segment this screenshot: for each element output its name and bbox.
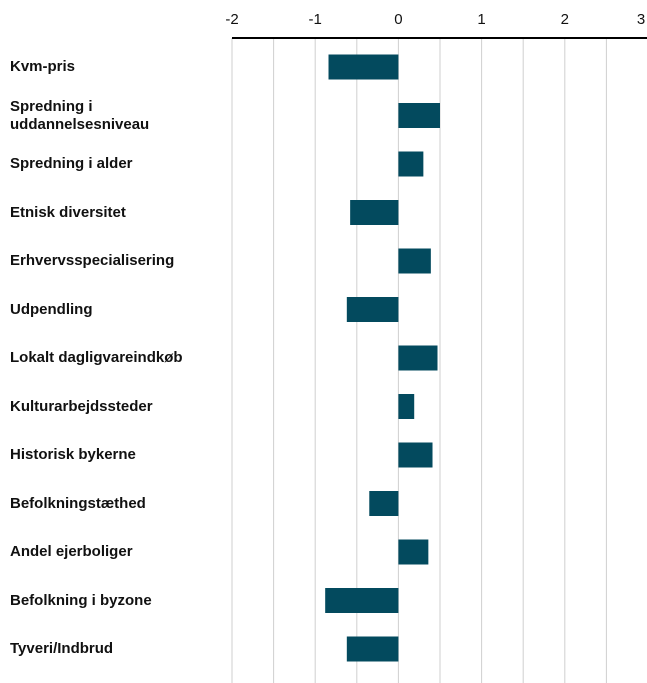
category-label: Tyveri/Indbrud <box>10 640 114 657</box>
category-label: Andel ejerboliger <box>10 543 133 560</box>
category-label: Befolkningstæthed <box>10 494 146 512</box>
bar <box>398 394 415 419</box>
x-tick-label: 3 <box>637 11 645 28</box>
bar <box>369 491 399 516</box>
x-tick-label: 2 <box>561 11 569 28</box>
bar <box>398 442 433 468</box>
bar <box>398 345 438 371</box>
category-label: Befolkning i byzone <box>10 591 152 609</box>
category-label: Spredning i alder <box>10 155 133 172</box>
category-label: Etnisk diversitet <box>10 203 126 221</box>
category-label: Erhvervsspecialisering <box>10 252 175 269</box>
category-label: Historisk bykerne <box>10 446 136 463</box>
category-label: Kulturarbejdssteder <box>10 397 153 415</box>
bar <box>346 297 399 322</box>
category-label: Kvm-pris <box>10 58 76 75</box>
category-label: Spredning i uddannelsesniveau <box>10 97 150 133</box>
bar <box>398 248 431 274</box>
bar <box>398 103 440 128</box>
x-tick-label: 1 <box>477 11 485 28</box>
bar <box>325 588 399 613</box>
x-tick-label: -2 <box>225 11 238 28</box>
bar <box>398 539 429 565</box>
x-tick-label: 0 <box>394 11 402 28</box>
category-label: Udpendling <box>10 300 93 318</box>
bar <box>350 200 399 225</box>
bar <box>398 151 424 177</box>
bar <box>328 54 399 80</box>
bar <box>346 636 399 662</box>
x-tick-label: -1 <box>309 11 322 28</box>
category-label: Lokalt dagligvareindkøb <box>10 349 183 366</box>
